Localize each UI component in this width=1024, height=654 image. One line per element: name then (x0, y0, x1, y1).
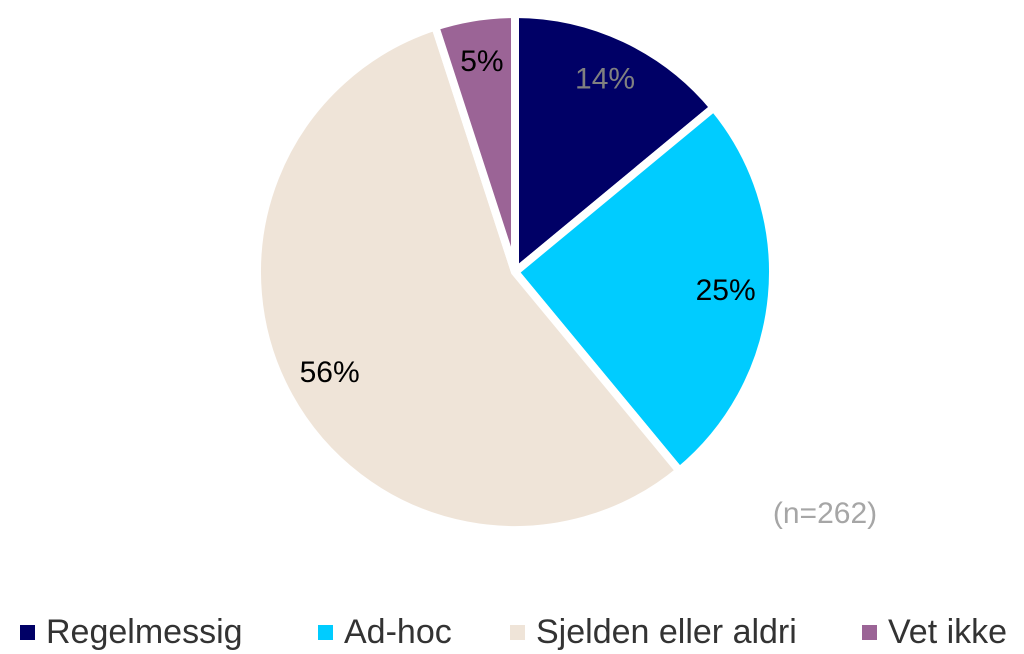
legend-marker (510, 625, 525, 640)
legend-label: Regelmessig (46, 613, 243, 651)
legend-marker (318, 625, 333, 640)
pie-slice (509, 101, 777, 477)
legend-marker (20, 625, 35, 640)
data-label: 25% (696, 274, 756, 307)
data-label: 5% (460, 45, 503, 78)
legend-label: Sjelden eller aldri (536, 613, 797, 651)
pie-slice (253, 21, 686, 534)
legend-marker (862, 625, 877, 640)
pie-slice (430, 9, 519, 274)
data-label: 14% (575, 62, 635, 95)
legend-label: Vet ikke (888, 613, 1007, 651)
data-label: 56% (300, 356, 360, 389)
annotation: (n=262) (773, 497, 877, 530)
legend-label: Ad-hoc (344, 613, 452, 651)
pie-slice (511, 9, 720, 281)
